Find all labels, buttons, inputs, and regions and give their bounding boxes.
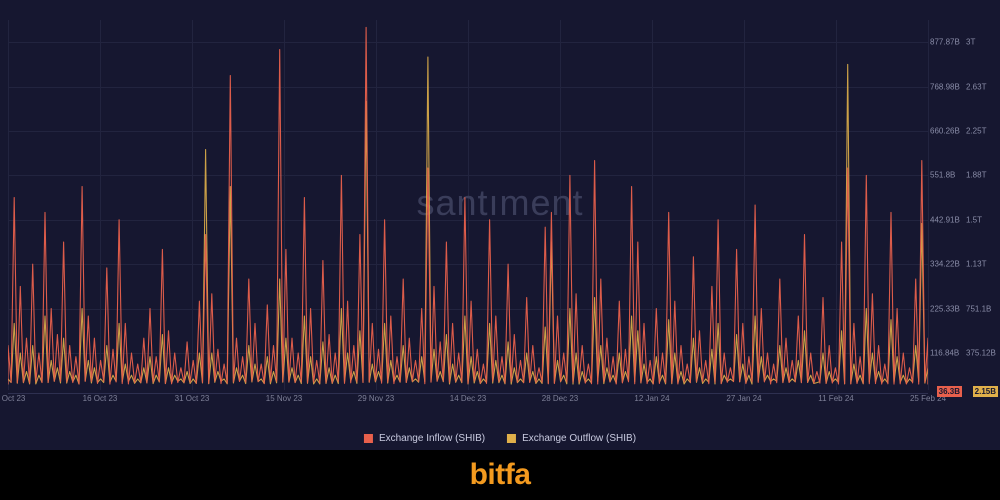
y-tick-left: 768.98B <box>930 82 962 91</box>
y-tick-right: 1.5T <box>966 215 998 224</box>
x-tick: 14 Dec 23 <box>450 394 486 403</box>
legend-swatch <box>364 434 373 443</box>
value-badge-inflow: 36.3B <box>937 386 962 397</box>
y-tick-right: 375.12B <box>966 349 998 358</box>
chart-plot <box>8 20 928 390</box>
y-axis: 877.87B 768.98B 660.26B 551.8B 442.91B 334.22… <box>930 20 998 390</box>
legend-swatch <box>507 434 516 443</box>
x-tick: 02 Oct 23 <box>0 394 25 403</box>
x-tick: 27 Jan 24 <box>726 394 761 403</box>
x-tick: 31 Oct 23 <box>175 394 210 403</box>
brand-logo: bitfa <box>470 458 531 492</box>
footer-bar: bitfa <box>0 450 1000 500</box>
y-axis-left: 877.87B 768.98B 660.26B 551.8B 442.91B 334.22… <box>930 20 962 390</box>
chart-legend: Exchange Inflow (SHIB) Exchange Outflow (… <box>364 433 636 444</box>
legend-item: Exchange Outflow (SHIB) <box>507 433 636 444</box>
y-axis-right: 3T2.63T2.25T1.88T1.5T1.13T751.1B375.12B2… <box>966 20 998 390</box>
y-tick-left: 877.87B <box>930 38 962 47</box>
y-tick-right: 2.25T <box>966 127 998 136</box>
x-tick: 12 Jan 24 <box>634 394 669 403</box>
x-tick: 28 Dec 23 <box>542 394 578 403</box>
y-tick-left: 551.8B <box>930 171 962 180</box>
legend-label: Exchange Outflow (SHIB) <box>522 433 636 444</box>
x-tick: 16 Oct 23 <box>83 394 118 403</box>
x-tick: 11 Feb 24 <box>818 394 853 403</box>
y-tick-right: 1.13T <box>966 260 998 269</box>
chart-container: santıment 02 Oct 2316 Oct 2331 Oct 2315 … <box>0 0 1000 450</box>
y-tick-right: 3T <box>966 38 998 47</box>
x-axis: 02 Oct 2316 Oct 2331 Oct 2315 Nov 2329 N… <box>8 394 928 408</box>
legend-label: Exchange Inflow (SHIB) <box>379 433 485 444</box>
y-tick-left: 660.26B <box>930 127 962 136</box>
y-tick-left: 334.22B <box>930 260 962 269</box>
y-tick-right: 1.88T <box>966 171 998 180</box>
x-tick: 29 Nov 23 <box>358 394 394 403</box>
y-tick-right: 2.63T <box>966 82 998 91</box>
y-tick-left: 116.84B <box>930 349 962 358</box>
legend-item: Exchange Inflow (SHIB) <box>364 433 485 444</box>
x-tick: 15 Nov 23 <box>266 394 302 403</box>
y-tick-left: 225.33B <box>930 304 962 313</box>
y-tick-right: 751.1B <box>966 304 998 313</box>
y-tick-left: 442.91B <box>930 215 962 224</box>
value-badge-outflow: 2.15B <box>973 386 998 397</box>
